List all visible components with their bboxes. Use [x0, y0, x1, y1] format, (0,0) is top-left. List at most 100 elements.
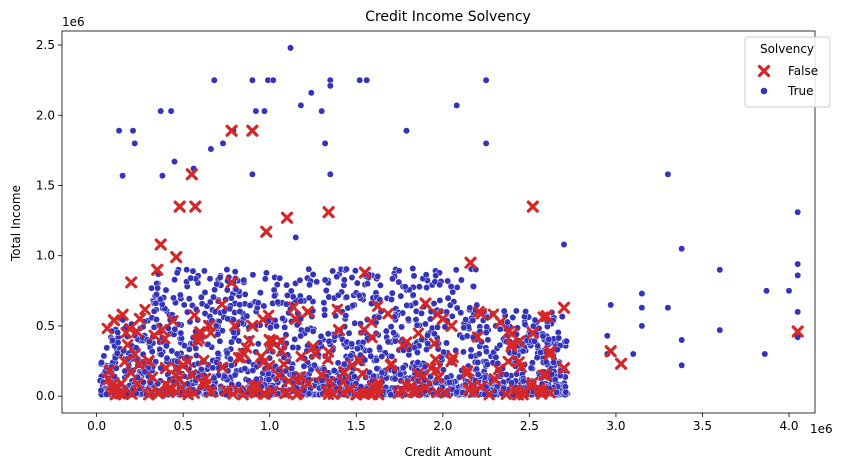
scatter-point-true	[204, 340, 212, 348]
scatter-point-false	[315, 369, 328, 382]
scatter-point-true	[334, 291, 342, 299]
scatter-point-true	[162, 286, 170, 294]
scatter-point-true	[430, 300, 438, 307]
scatter-point-true	[241, 365, 249, 373]
scatter-point-true	[462, 316, 470, 324]
scatter-point-true	[305, 265, 313, 273]
scatter-point-true	[424, 331, 432, 339]
scatter-point-false	[280, 211, 294, 224]
scatter-point-true	[249, 367, 257, 374]
scatter-point-false	[162, 383, 174, 395]
scatter-point-true	[364, 280, 371, 288]
scatter-point-false	[445, 319, 458, 332]
scatter-point-false	[173, 200, 186, 213]
scatter-point-true	[231, 268, 239, 276]
scatter-point-true	[415, 283, 423, 291]
scatter-point-true	[447, 283, 455, 290]
scatter-point-false	[121, 339, 134, 351]
scatter-point-false	[225, 124, 238, 137]
scatter-point-false	[257, 356, 270, 368]
scatter-point-true	[201, 288, 209, 296]
scatter-point-true	[246, 301, 254, 309]
axis-ticks: 0.0 0.5 1.0 1.5 2.0 2.5 3.0 3.5 4.0 0.0 0.5 1.0 1.5 2…	[36, 38, 799, 433]
scatter-point-false	[487, 308, 500, 320]
scatter-point-true	[453, 388, 461, 396]
scatter-point-true	[317, 332, 325, 340]
scatter-point-true	[382, 327, 390, 335]
scatter-point-true	[607, 301, 615, 309]
scatter-point-false	[460, 368, 473, 380]
scatter-point-true	[177, 329, 185, 337]
scatter-point-false	[216, 298, 228, 310]
scatter-point-true	[214, 349, 222, 357]
scatter-point-true	[404, 315, 412, 323]
scatter-point-true	[156, 295, 164, 303]
scatter-point-true	[283, 291, 291, 299]
scatter-point-false	[194, 326, 207, 339]
scatter-point-true	[629, 350, 637, 358]
scatter-point-false	[540, 368, 553, 381]
scatter-point-true	[463, 332, 471, 340]
legend: Solvency False True	[744, 36, 831, 108]
legend-false-label: False	[788, 64, 818, 78]
scatter-point-true	[401, 283, 409, 291]
scatter-point-true	[148, 284, 155, 292]
scatter-point-false	[287, 301, 300, 313]
scatter-point-true	[131, 139, 139, 147]
scatter-point-true	[98, 359, 105, 366]
scatter-point-false	[156, 324, 168, 336]
scatter-point-true	[496, 341, 504, 349]
scatter-point-true	[356, 76, 364, 84]
scatter-point-true	[563, 337, 570, 345]
scatter-point-false	[513, 356, 525, 368]
scatter-point-false	[204, 385, 217, 398]
scatter-point-true	[432, 272, 440, 280]
scatter-point-true	[763, 287, 770, 295]
scatter-point-false	[267, 385, 279, 397]
scatter-point-true	[460, 324, 468, 332]
legend-true-label: True	[787, 84, 814, 98]
scatter-point-false	[399, 379, 412, 391]
scatter-point-false	[125, 276, 138, 289]
scatter-point-false	[412, 327, 425, 339]
x-tick-label: 2.0	[433, 419, 452, 433]
scatter-point-false	[526, 326, 539, 339]
scatter-point-true	[519, 347, 527, 355]
scatter-point-true	[303, 326, 311, 334]
scatter-point-false	[428, 337, 441, 350]
scatter-point-true	[785, 287, 793, 295]
scatter-point-false	[103, 364, 116, 377]
scatter-point-true	[326, 170, 334, 178]
scatter-point-true	[344, 304, 352, 312]
scatter-point-false	[255, 350, 268, 363]
scatter-point-false	[283, 375, 295, 387]
scatter-point-true	[171, 276, 179, 284]
scatter-point-true	[430, 330, 438, 338]
scatter-point-true	[307, 89, 315, 97]
y-tick-label: 2.0	[36, 108, 55, 122]
scatter-point-false	[544, 387, 556, 399]
scatter-point-true	[441, 323, 449, 331]
y-tick-label: 0.0	[36, 389, 55, 403]
scatter-point-true	[475, 350, 483, 358]
scatter-point-false	[301, 305, 314, 318]
scatter-point-true	[483, 323, 491, 331]
scatter-point-false	[294, 371, 307, 383]
scatter-point-true	[274, 298, 282, 306]
scatter-point-false	[154, 238, 167, 251]
scatter-point-true	[231, 371, 239, 379]
chart-title: Credit Income Solvency	[365, 9, 531, 25]
scatter-point-false	[170, 251, 183, 264]
scatter-point-true	[325, 337, 333, 345]
scatter-point-false	[131, 378, 144, 390]
scatter-point-true	[558, 313, 566, 321]
scatter-point-true	[492, 353, 500, 361]
scatter-point-true	[347, 352, 355, 360]
scatter-point-true	[395, 267, 403, 275]
scatter-point-false	[295, 350, 307, 363]
scatter-point-true	[413, 349, 421, 356]
scatter-point-true	[289, 293, 297, 301]
scatter-point-true	[235, 381, 242, 388]
scatter-point-false	[322, 206, 335, 219]
scatter-point-true	[236, 308, 244, 315]
